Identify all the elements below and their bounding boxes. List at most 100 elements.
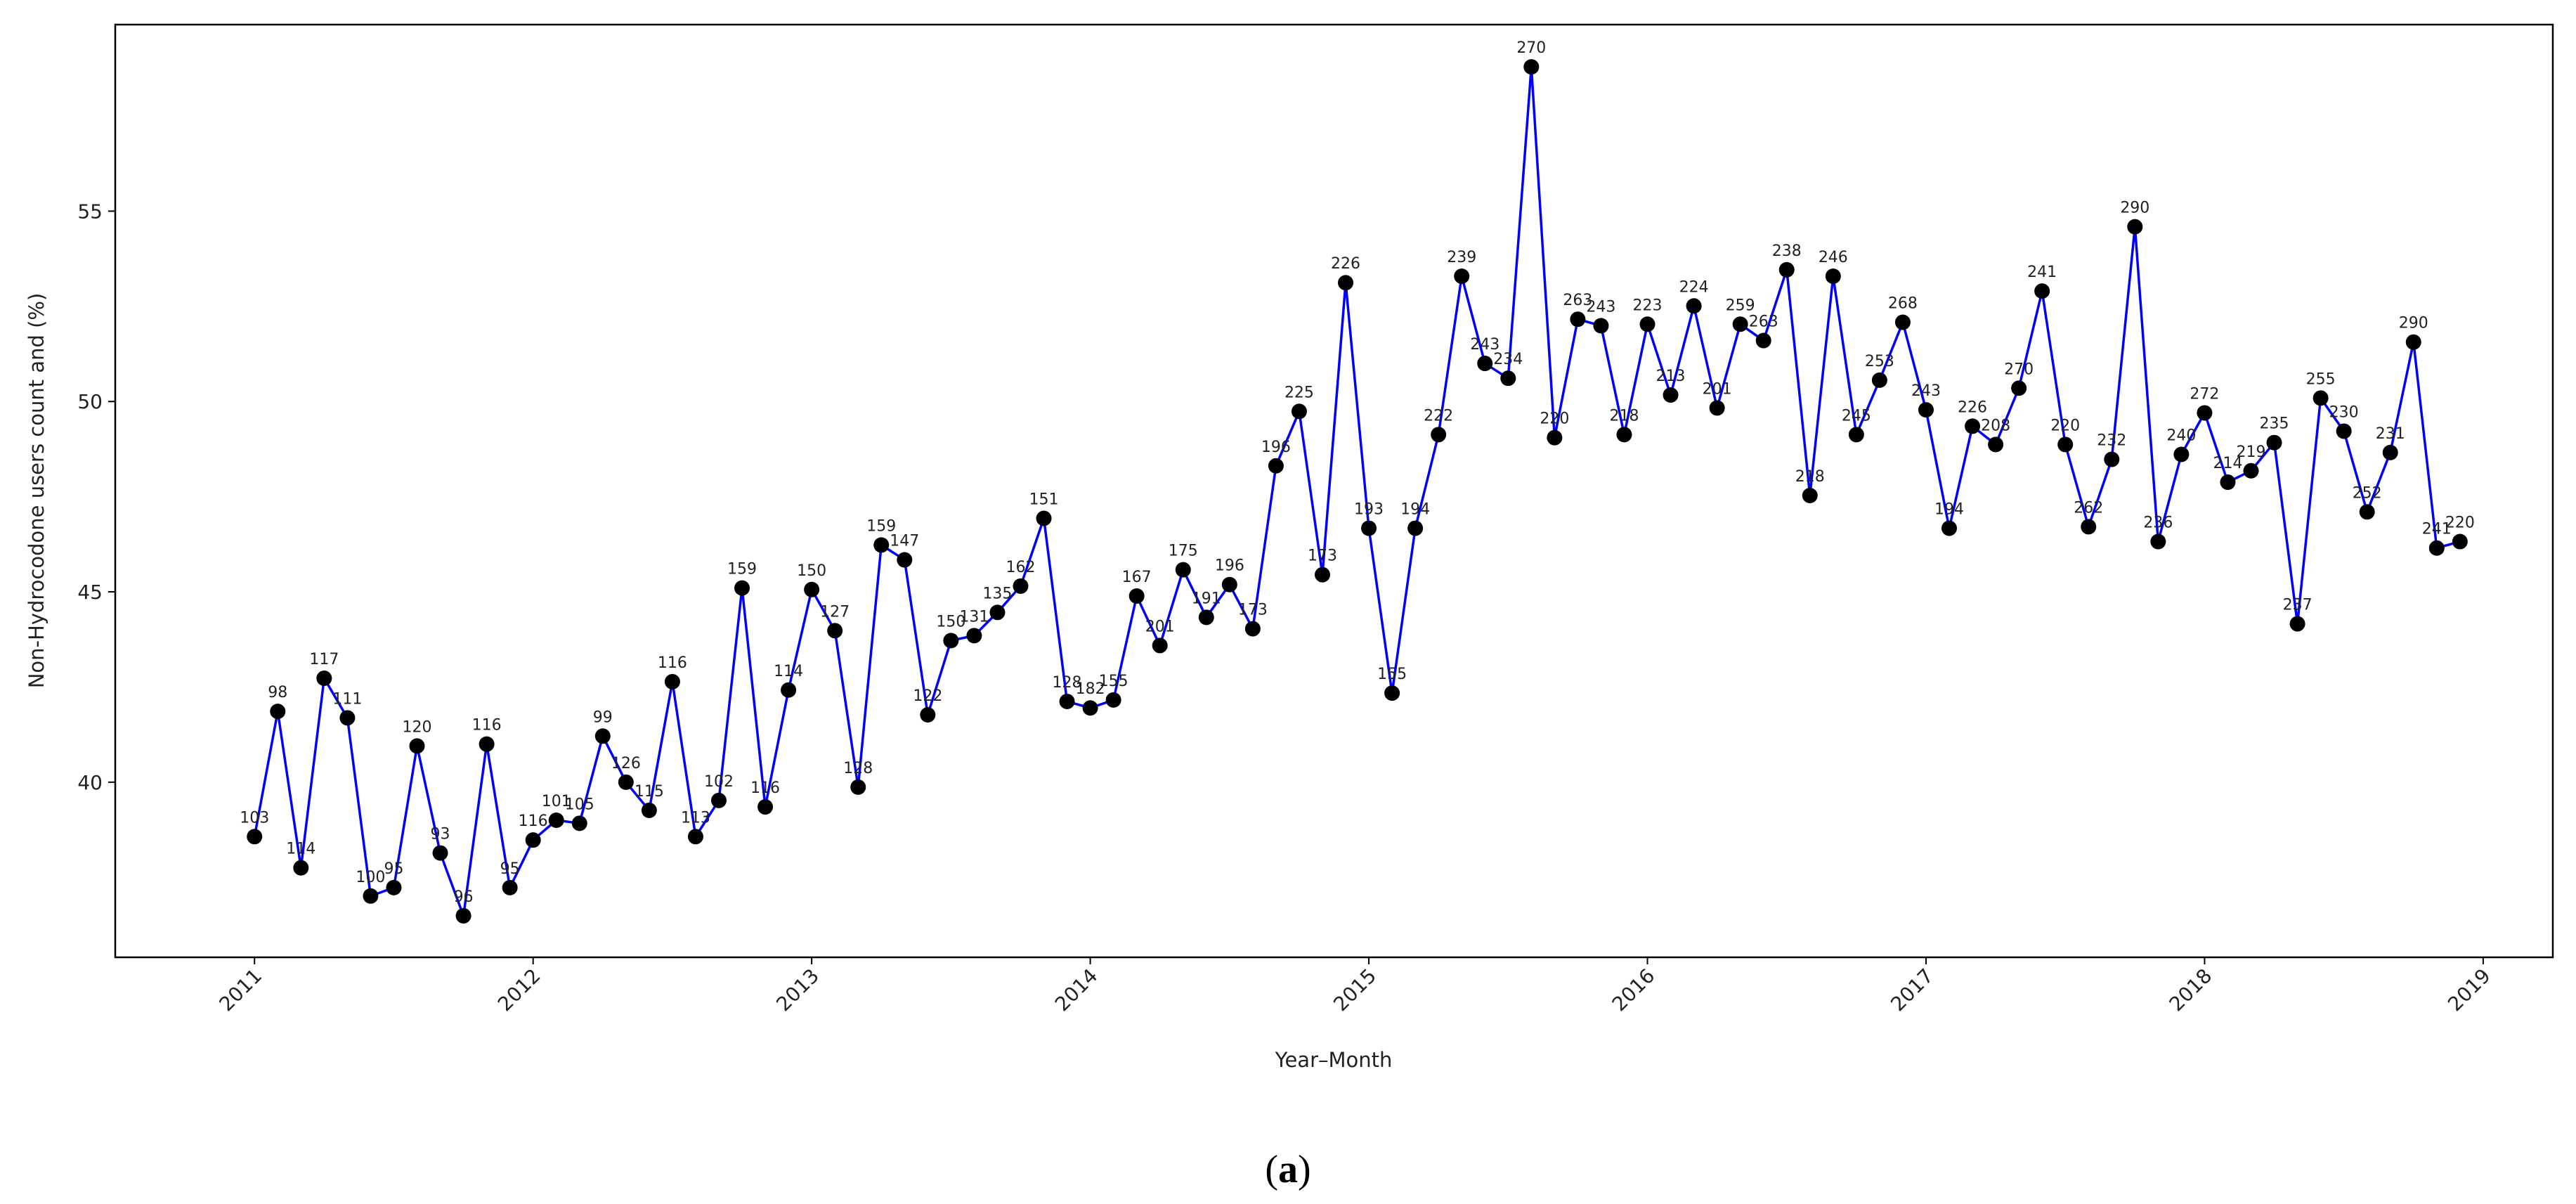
data-point: [247, 829, 263, 845]
data-label: 135: [982, 585, 1012, 602]
data-label: 105: [565, 796, 594, 813]
data-label: 150: [797, 562, 826, 580]
data-point: [710, 792, 727, 808]
data-label: 114: [286, 841, 316, 858]
x-tick-label: 2012: [493, 964, 545, 1016]
data-point: [525, 832, 541, 848]
data-point: [1128, 588, 1145, 604]
data-label: 150: [936, 613, 965, 630]
data-point: [1291, 403, 1307, 420]
data-label: 159: [727, 561, 757, 578]
data-point: [1755, 332, 1771, 349]
data-label: 231: [2376, 425, 2405, 443]
x-tick-label: 2011: [214, 964, 266, 1016]
data-point: [873, 537, 890, 553]
data-point: [1894, 314, 1911, 330]
data-label: 126: [611, 755, 641, 772]
data-label: 122: [913, 687, 942, 705]
data-point: [734, 580, 750, 596]
data-point: [897, 552, 913, 568]
data-label: 194: [1400, 501, 1430, 519]
data-point: [2452, 533, 2468, 550]
data-label: 213: [1656, 368, 1686, 385]
data-point: [2312, 390, 2329, 406]
data-point: [943, 633, 959, 649]
data-point: [1686, 298, 1702, 314]
data-label: 113: [681, 809, 710, 827]
data-label: 240: [2166, 427, 2196, 445]
data-point: [1338, 275, 1354, 291]
data-label: 128: [1053, 674, 1082, 692]
data-point: [2127, 219, 2143, 235]
data-point: [1523, 59, 1540, 75]
data-point: [920, 706, 936, 723]
data-point: [989, 604, 1006, 621]
data-label: 270: [2004, 361, 2034, 378]
caption-label: a: [1278, 1148, 1298, 1191]
data-point: [1268, 458, 1284, 474]
data-label: 226: [1958, 399, 1987, 416]
data-label: 218: [1609, 407, 1639, 425]
data-label: 272: [2190, 385, 2219, 403]
data-label: 220: [2050, 417, 2080, 434]
data-point: [1709, 400, 1725, 416]
data-label: 127: [820, 603, 850, 621]
data-label: 253: [1865, 353, 1894, 370]
data-label: 103: [240, 809, 269, 827]
data-point: [2104, 451, 2120, 467]
data-point: [1013, 578, 1029, 594]
data-point: [1616, 427, 1632, 443]
data-label: 214: [2213, 455, 2242, 472]
data-point: [2197, 405, 2213, 421]
x-tick-label: 2016: [1608, 964, 1660, 1016]
data-point: [1198, 609, 1214, 626]
data-point: [1244, 621, 1261, 637]
y-axis-label: Non-Hydrocodone users count and (%): [25, 293, 48, 689]
data-point: [2382, 444, 2398, 460]
data-point: [2336, 423, 2352, 439]
data-point: [618, 774, 634, 790]
data-point: [1570, 311, 1586, 328]
data-point: [1848, 427, 1864, 443]
data-point: [2428, 540, 2445, 556]
data-label: 201: [1703, 380, 1732, 398]
y-tick-label: 40: [77, 771, 103, 794]
data-label: 243: [1911, 382, 1941, 400]
data-point: [1965, 418, 1981, 434]
data-label: 219: [2237, 444, 2266, 461]
x-axis-label: Year–Month: [1275, 1048, 1393, 1072]
data-point: [2405, 334, 2421, 350]
data-point: [2266, 434, 2282, 451]
data-point: [594, 728, 611, 744]
data-label: 290: [2399, 315, 2428, 332]
x-tick-label: 2015: [1329, 964, 1381, 1016]
data-label: 117: [309, 651, 339, 668]
data-point: [827, 623, 843, 639]
data-label: 98: [268, 684, 287, 701]
y-tick-label: 45: [77, 581, 103, 604]
data-point: [1941, 520, 1958, 536]
data-label: 116: [750, 779, 780, 797]
data-point: [641, 802, 657, 818]
data-point: [1547, 429, 1563, 446]
data-label: 162: [1006, 559, 1035, 576]
data-label: 208: [1981, 417, 2010, 434]
data-point: [270, 704, 286, 720]
data-label: 236: [2143, 514, 2173, 532]
data-label: 116: [658, 654, 687, 672]
data-label: 114: [774, 663, 803, 680]
y-tick-label: 55: [77, 200, 103, 223]
data-point: [571, 815, 587, 831]
data-label: 230: [2329, 403, 2359, 421]
data-label: 235: [2260, 415, 2289, 433]
data-point: [1105, 692, 1121, 708]
data-label: 241: [2422, 521, 2452, 538]
data-label: 234: [1493, 351, 1523, 368]
x-tick-label: 2017: [1886, 964, 1938, 1016]
data-label: 255: [2306, 370, 2336, 388]
plot-frame: [114, 23, 2554, 959]
data-point: [2220, 474, 2236, 491]
data-label: 237: [2283, 597, 2312, 614]
data-label: 115: [635, 783, 664, 801]
data-point: [1221, 576, 1237, 593]
